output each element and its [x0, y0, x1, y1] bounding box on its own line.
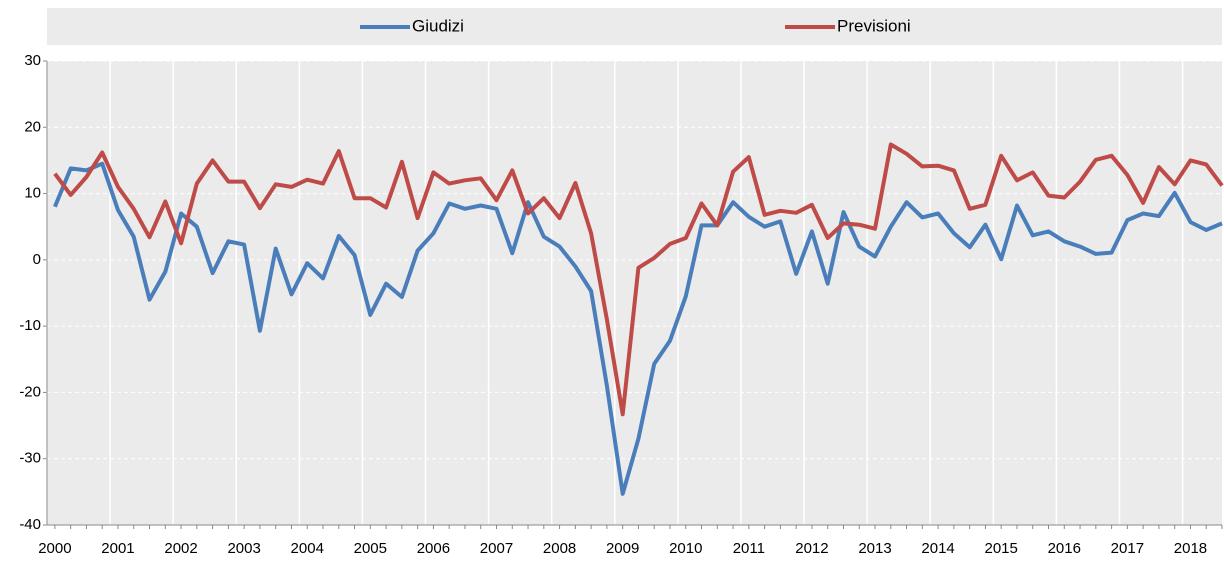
x-tick-label: 2009: [606, 540, 639, 557]
y-tick-label: 30: [24, 52, 41, 69]
x-tick-label: 2001: [101, 540, 134, 557]
y-tick-label: -10: [19, 317, 41, 334]
y-tick-label: -30: [19, 450, 41, 467]
x-tick-label: 2002: [164, 540, 197, 557]
x-tick-label: 2004: [291, 540, 324, 557]
x-tick-label: 2015: [985, 540, 1018, 557]
x-tick-label: 2006: [417, 540, 450, 557]
x-tick-label: 2017: [1111, 540, 1144, 557]
y-tick-label: -40: [19, 516, 41, 533]
x-tick-label: 2012: [795, 540, 828, 557]
y-tick-label: -20: [19, 383, 41, 400]
y-tick-label: 10: [24, 185, 41, 202]
x-tick-label: 2011: [733, 540, 765, 557]
x-tick-label: 2010: [669, 540, 702, 557]
x-tick-label: 2018: [1174, 540, 1207, 557]
x-tick-label: 2013: [858, 540, 891, 557]
x-tick-label: 2000: [38, 540, 71, 557]
y-tick-label: 0: [33, 251, 41, 268]
x-tick-label: 2007: [480, 540, 513, 557]
legend-background: [47, 8, 1222, 45]
x-tick-label: 2003: [227, 540, 260, 557]
legend-label: Previsioni: [837, 16, 911, 35]
x-tick-label: 2008: [543, 540, 576, 557]
legend-label: Giudizi: [412, 16, 464, 35]
x-tick-label: 2005: [354, 540, 387, 557]
series-line: [53, 142, 1224, 417]
y-tick-label: 20: [24, 118, 41, 135]
x-tick-label: 2014: [921, 540, 954, 557]
x-tick-label: 2016: [1048, 540, 1081, 557]
series-line: [53, 161, 1223, 496]
